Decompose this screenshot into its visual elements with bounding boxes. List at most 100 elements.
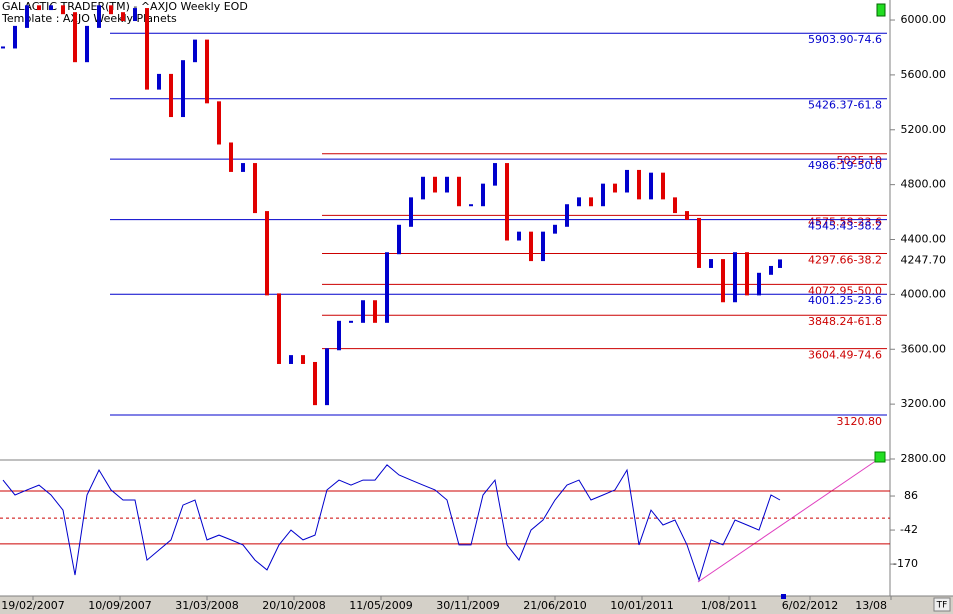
- price-bar: [61, 5, 65, 15]
- handle[interactable]: [874, 451, 886, 463]
- y-tick-label: 4800.00: [901, 178, 947, 191]
- level-label: 4986.19-50.0: [808, 159, 882, 172]
- price-bar: [769, 265, 773, 275]
- price-bar: [385, 252, 389, 323]
- price-bar: [613, 183, 617, 193]
- price-bar: [733, 252, 737, 303]
- trend-line: [697, 457, 881, 583]
- price-bar: [97, 5, 101, 28]
- price-bar: [157, 73, 161, 90]
- y-tick-label: -42: [900, 523, 918, 536]
- cursor-marker: [781, 594, 786, 599]
- x-tick-label: 10/01/2011: [610, 599, 673, 612]
- price-bar: [169, 73, 173, 118]
- price-bar: [661, 172, 665, 200]
- price-bar: [325, 348, 329, 406]
- level-label: 4297.66-38.2: [808, 254, 882, 267]
- price-bar: [709, 259, 713, 268]
- price-bar: [445, 176, 449, 193]
- level-label: 3848.24-61.8: [808, 315, 882, 328]
- price-bar: [757, 272, 761, 296]
- level-label: 4001.25-23.6: [808, 294, 882, 307]
- price-bar: [1, 46, 5, 49]
- price-bar: [589, 197, 593, 207]
- price-bar: [778, 259, 782, 268]
- price-bar: [457, 176, 461, 207]
- x-tick-label: 19/02/2007: [1, 599, 64, 612]
- x-tick-label: 21/06/2010: [523, 599, 586, 612]
- y-tick-label: 4000.00: [901, 287, 947, 300]
- price-bar: [133, 8, 137, 22]
- x-tick-label: 1/08/2011: [701, 599, 757, 612]
- level-label: 5025.10: [837, 154, 883, 167]
- price-bar: [337, 320, 341, 351]
- last-price-label: 4247.70: [901, 253, 947, 266]
- tf-button[interactable]: [933, 597, 951, 612]
- price-bar: [697, 217, 701, 268]
- x-tick-label: 20/10/2008: [262, 599, 325, 612]
- price-bar: [49, 5, 53, 11]
- price-bar: [217, 101, 221, 145]
- price-bar: [505, 163, 509, 241]
- price-bar: [145, 8, 149, 90]
- level-label: 3604.49-74.6: [808, 349, 882, 362]
- price-bar: [565, 204, 569, 227]
- price-bar: [637, 169, 641, 200]
- date-strip: [0, 596, 953, 614]
- level-label: 5903.90-74.6: [808, 33, 882, 46]
- price-bar: [421, 176, 425, 200]
- price-bar: [373, 300, 377, 323]
- price-bar: [85, 25, 89, 63]
- price-bar: [433, 176, 437, 193]
- price-bar: [229, 142, 233, 172]
- price-bar: [301, 355, 305, 364]
- y-tick-label: 2800.00: [901, 452, 947, 465]
- price-bar: [469, 204, 473, 207]
- price-bar: [13, 25, 17, 49]
- y-tick-label: 3600.00: [901, 342, 947, 355]
- price-bar: [745, 252, 749, 296]
- level-label: 3120.80: [837, 415, 883, 428]
- price-bar: [25, 5, 29, 28]
- x-tick-label: 10/09/2007: [88, 599, 151, 612]
- price-bar: [517, 231, 521, 241]
- price-bar: [265, 211, 269, 296]
- tf-label: TF: [936, 601, 948, 611]
- price-bar: [397, 224, 401, 255]
- price-bar: [493, 163, 497, 186]
- price-bar: [349, 320, 353, 323]
- price-bar: [241, 163, 245, 172]
- price-bar: [721, 259, 725, 303]
- price-bar: [649, 172, 653, 200]
- price-bar: [109, 5, 113, 15]
- x-tick-label: 31/03/2008: [175, 599, 238, 612]
- x-tick-label: 13/08: [855, 599, 887, 612]
- price-bar: [121, 12, 125, 22]
- price-bar: [313, 361, 317, 406]
- level-label: 4575.58-23.6: [808, 215, 882, 228]
- price-bar: [577, 197, 581, 207]
- x-tick-label: 11/05/2009: [349, 599, 412, 612]
- price-bar: [553, 224, 557, 234]
- osc-line: [2, 464, 781, 582]
- price-bar: [37, 5, 41, 11]
- y-tick-label: 5600.00: [901, 68, 947, 81]
- level-label: 5426.37-61.8: [808, 99, 882, 112]
- price-bar: [541, 231, 545, 262]
- price-bar: [253, 163, 257, 214]
- y-tick-label: 5200.00: [901, 123, 947, 136]
- level-label: 4545.43-38.2: [808, 220, 882, 233]
- x-tick-label: 6/02/2012: [782, 599, 838, 612]
- price-bar: [193, 39, 197, 63]
- price-bar: [409, 197, 413, 227]
- price-bar: [277, 293, 281, 364]
- price-bar: [601, 183, 605, 207]
- price-bar: [481, 183, 485, 207]
- price-bar: [361, 300, 365, 323]
- y-tick-label: 3200.00: [901, 397, 947, 410]
- y-tick-label: 4400.00: [901, 233, 947, 246]
- corner-marker[interactable]: [876, 3, 886, 17]
- price-bar: [625, 169, 629, 193]
